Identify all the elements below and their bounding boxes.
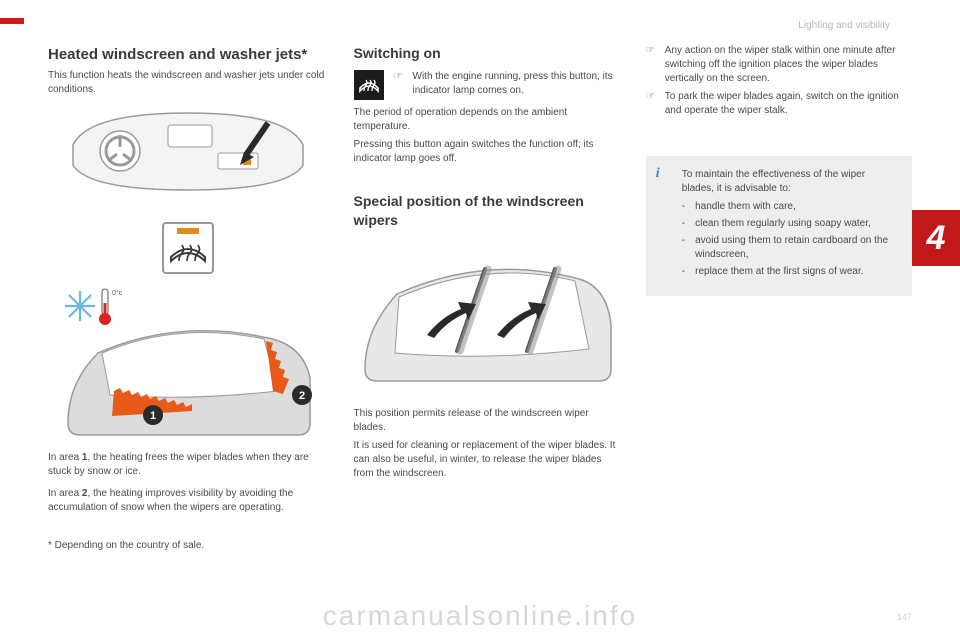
chapter-badge: 4 <box>912 210 960 266</box>
info-item-1-text: handle them with care, <box>695 200 796 214</box>
info-list: handle them with care, clean them regula… <box>682 200 898 279</box>
info-item-3: avoid using them to retain cardboard on … <box>682 234 898 262</box>
switch-on-bullet: With the engine running, press this butt… <box>394 70 620 98</box>
bullet-1-text: Any action on the wiper stalk within one… <box>665 44 912 86</box>
area1-text: In area 1, the heating frees the wiper b… <box>48 451 328 479</box>
column-left: Heated windscreen and washer jets* This … <box>48 44 328 553</box>
heated-windscreen-title: Heated windscreen and washer jets* <box>48 44 328 65</box>
column-middle: Switching on With the engine running, pr… <box>354 44 620 553</box>
info-icon: i <box>656 164 670 178</box>
switch-body-1: The period of operation depends on the a… <box>354 106 620 134</box>
bullet-1: Any action on the wiper stalk within one… <box>646 44 912 86</box>
info-item-4-text: replace them at the first signs of wear. <box>695 265 863 279</box>
section-label: Lighting and visibility <box>798 20 890 31</box>
switch-body-2: Pressing this button again switches the … <box>354 138 620 166</box>
svg-text:2: 2 <box>299 390 305 402</box>
header-red-tab <box>0 18 24 24</box>
thermometer-icon: 0°c <box>99 289 123 325</box>
info-item-2: clean them regularly using soapy water, <box>682 217 898 231</box>
info-intro: To maintain the effectiveness of the wip… <box>682 168 898 196</box>
special-body-1: This position permits release of the win… <box>354 407 620 435</box>
info-item-3-text: avoid using them to retain cardboard on … <box>695 234 898 262</box>
info-item-2-text: clean them regularly using soapy water, <box>695 217 871 231</box>
wiper-stalk-bullets: Any action on the wiper stalk within one… <box>646 44 912 118</box>
switching-on-row: With the engine running, press this butt… <box>354 70 620 102</box>
windscreen-heat-illustration: 0°c 1 2 <box>48 283 328 443</box>
switching-on-title: Switching on <box>354 44 620 64</box>
heated-windscreen-button-icon <box>354 70 384 100</box>
bullet-2: To park the wiper blades again, switch o… <box>646 90 912 118</box>
watermark: carmanualsonline.info <box>0 600 960 632</box>
special-position-title: Special position of the windscreen wiper… <box>354 192 620 231</box>
special-body-2: It is used for cleaning or replacement o… <box>354 439 620 481</box>
wiper-position-illustration <box>354 239 620 389</box>
svg-text:1: 1 <box>150 410 156 422</box>
info-box: i To maintain the effectiveness of the w… <box>646 156 912 296</box>
bullet-2-text: To park the wiper blades again, switch o… <box>665 90 912 118</box>
svg-text:0°c: 0°c <box>112 289 123 297</box>
switch-on-bullet-text: With the engine running, press this butt… <box>413 70 620 98</box>
heated-windscreen-intro: This function heats the windscreen and w… <box>48 69 328 97</box>
area2-text: In area 2, the heating improves visibili… <box>48 487 328 515</box>
page-columns: Heated windscreen and washer jets* This … <box>0 0 960 553</box>
footnote: * Depending on the country of sale. <box>48 539 328 553</box>
column-right: Any action on the wiper stalk within one… <box>646 44 912 553</box>
heater-button-detail <box>48 217 328 279</box>
info-item-1: handle them with care, <box>682 200 898 214</box>
info-item-4: replace them at the first signs of wear. <box>682 265 898 279</box>
dashboard-illustration <box>48 105 328 215</box>
snowflake-icon <box>65 291 95 321</box>
